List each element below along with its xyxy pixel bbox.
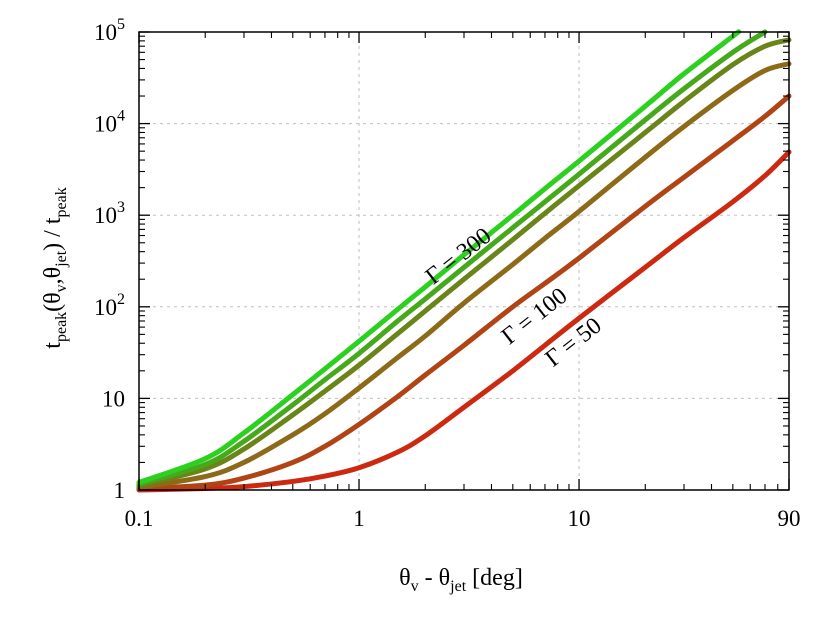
x-label-theta: θ	[399, 565, 411, 591]
y-tick-base: 10	[94, 203, 117, 228]
grid-layer	[139, 32, 789, 490]
y-tick-label: 102	[94, 291, 125, 320]
x-tick-label: 0.1	[125, 506, 154, 531]
x-label-tail: [deg]	[466, 565, 523, 591]
y-tick-label: 104	[94, 108, 125, 137]
x-label-sub-v: v	[411, 578, 419, 595]
series-line-5	[136, 29, 768, 487]
y-tick-exponent: 2	[117, 291, 125, 308]
series-line-2	[136, 93, 792, 492]
y-tick-base: 10	[94, 20, 117, 45]
series-line-1	[136, 149, 792, 493]
y-label-sub-jet: jet	[53, 250, 70, 268]
y-tick-base: 10	[102, 386, 125, 411]
y-label-sub-peak: peak	[53, 312, 70, 342]
y-label-sub-peak-2: peak	[53, 187, 70, 217]
y-tick-label: 103	[94, 199, 125, 228]
y-label-t: t	[40, 342, 66, 349]
x-axis-label: θv - θjet [deg]	[399, 565, 523, 595]
y-axis-label: tpeak(θv,θjet) / tpeak	[40, 187, 70, 348]
y-tick-base: 10	[94, 295, 117, 320]
series-line-6	[136, 29, 742, 485]
series-layer	[136, 29, 792, 493]
y-label-theta-open: (θ	[40, 292, 66, 312]
y-label-close: ) / t	[40, 217, 66, 251]
x-label-mid: - θ	[419, 565, 451, 591]
y-tick-base: 1	[114, 478, 126, 503]
y-tick-label: 105	[94, 16, 125, 45]
x-label-sub-jet: jet	[449, 578, 467, 595]
y-tick-label: 10	[102, 386, 125, 411]
y-tick-exponent: 3	[117, 199, 125, 216]
x-tick-label: 90	[778, 506, 801, 531]
y-label-sub-v: v	[53, 284, 70, 292]
series-line-4	[136, 37, 792, 488]
x-tick-label: 10	[568, 506, 591, 531]
y-tick-exponent: 5	[117, 16, 125, 33]
x-tick-label: 1	[353, 506, 365, 531]
y-label-comma-theta: ,θ	[40, 267, 66, 285]
y-tick-label: 1	[114, 478, 126, 503]
series-line-3	[136, 61, 792, 490]
annotation-gamma-300: Γ = 300	[421, 223, 496, 290]
y-tick-exponent: 4	[117, 108, 125, 125]
y-tick-base: 10	[94, 112, 117, 137]
